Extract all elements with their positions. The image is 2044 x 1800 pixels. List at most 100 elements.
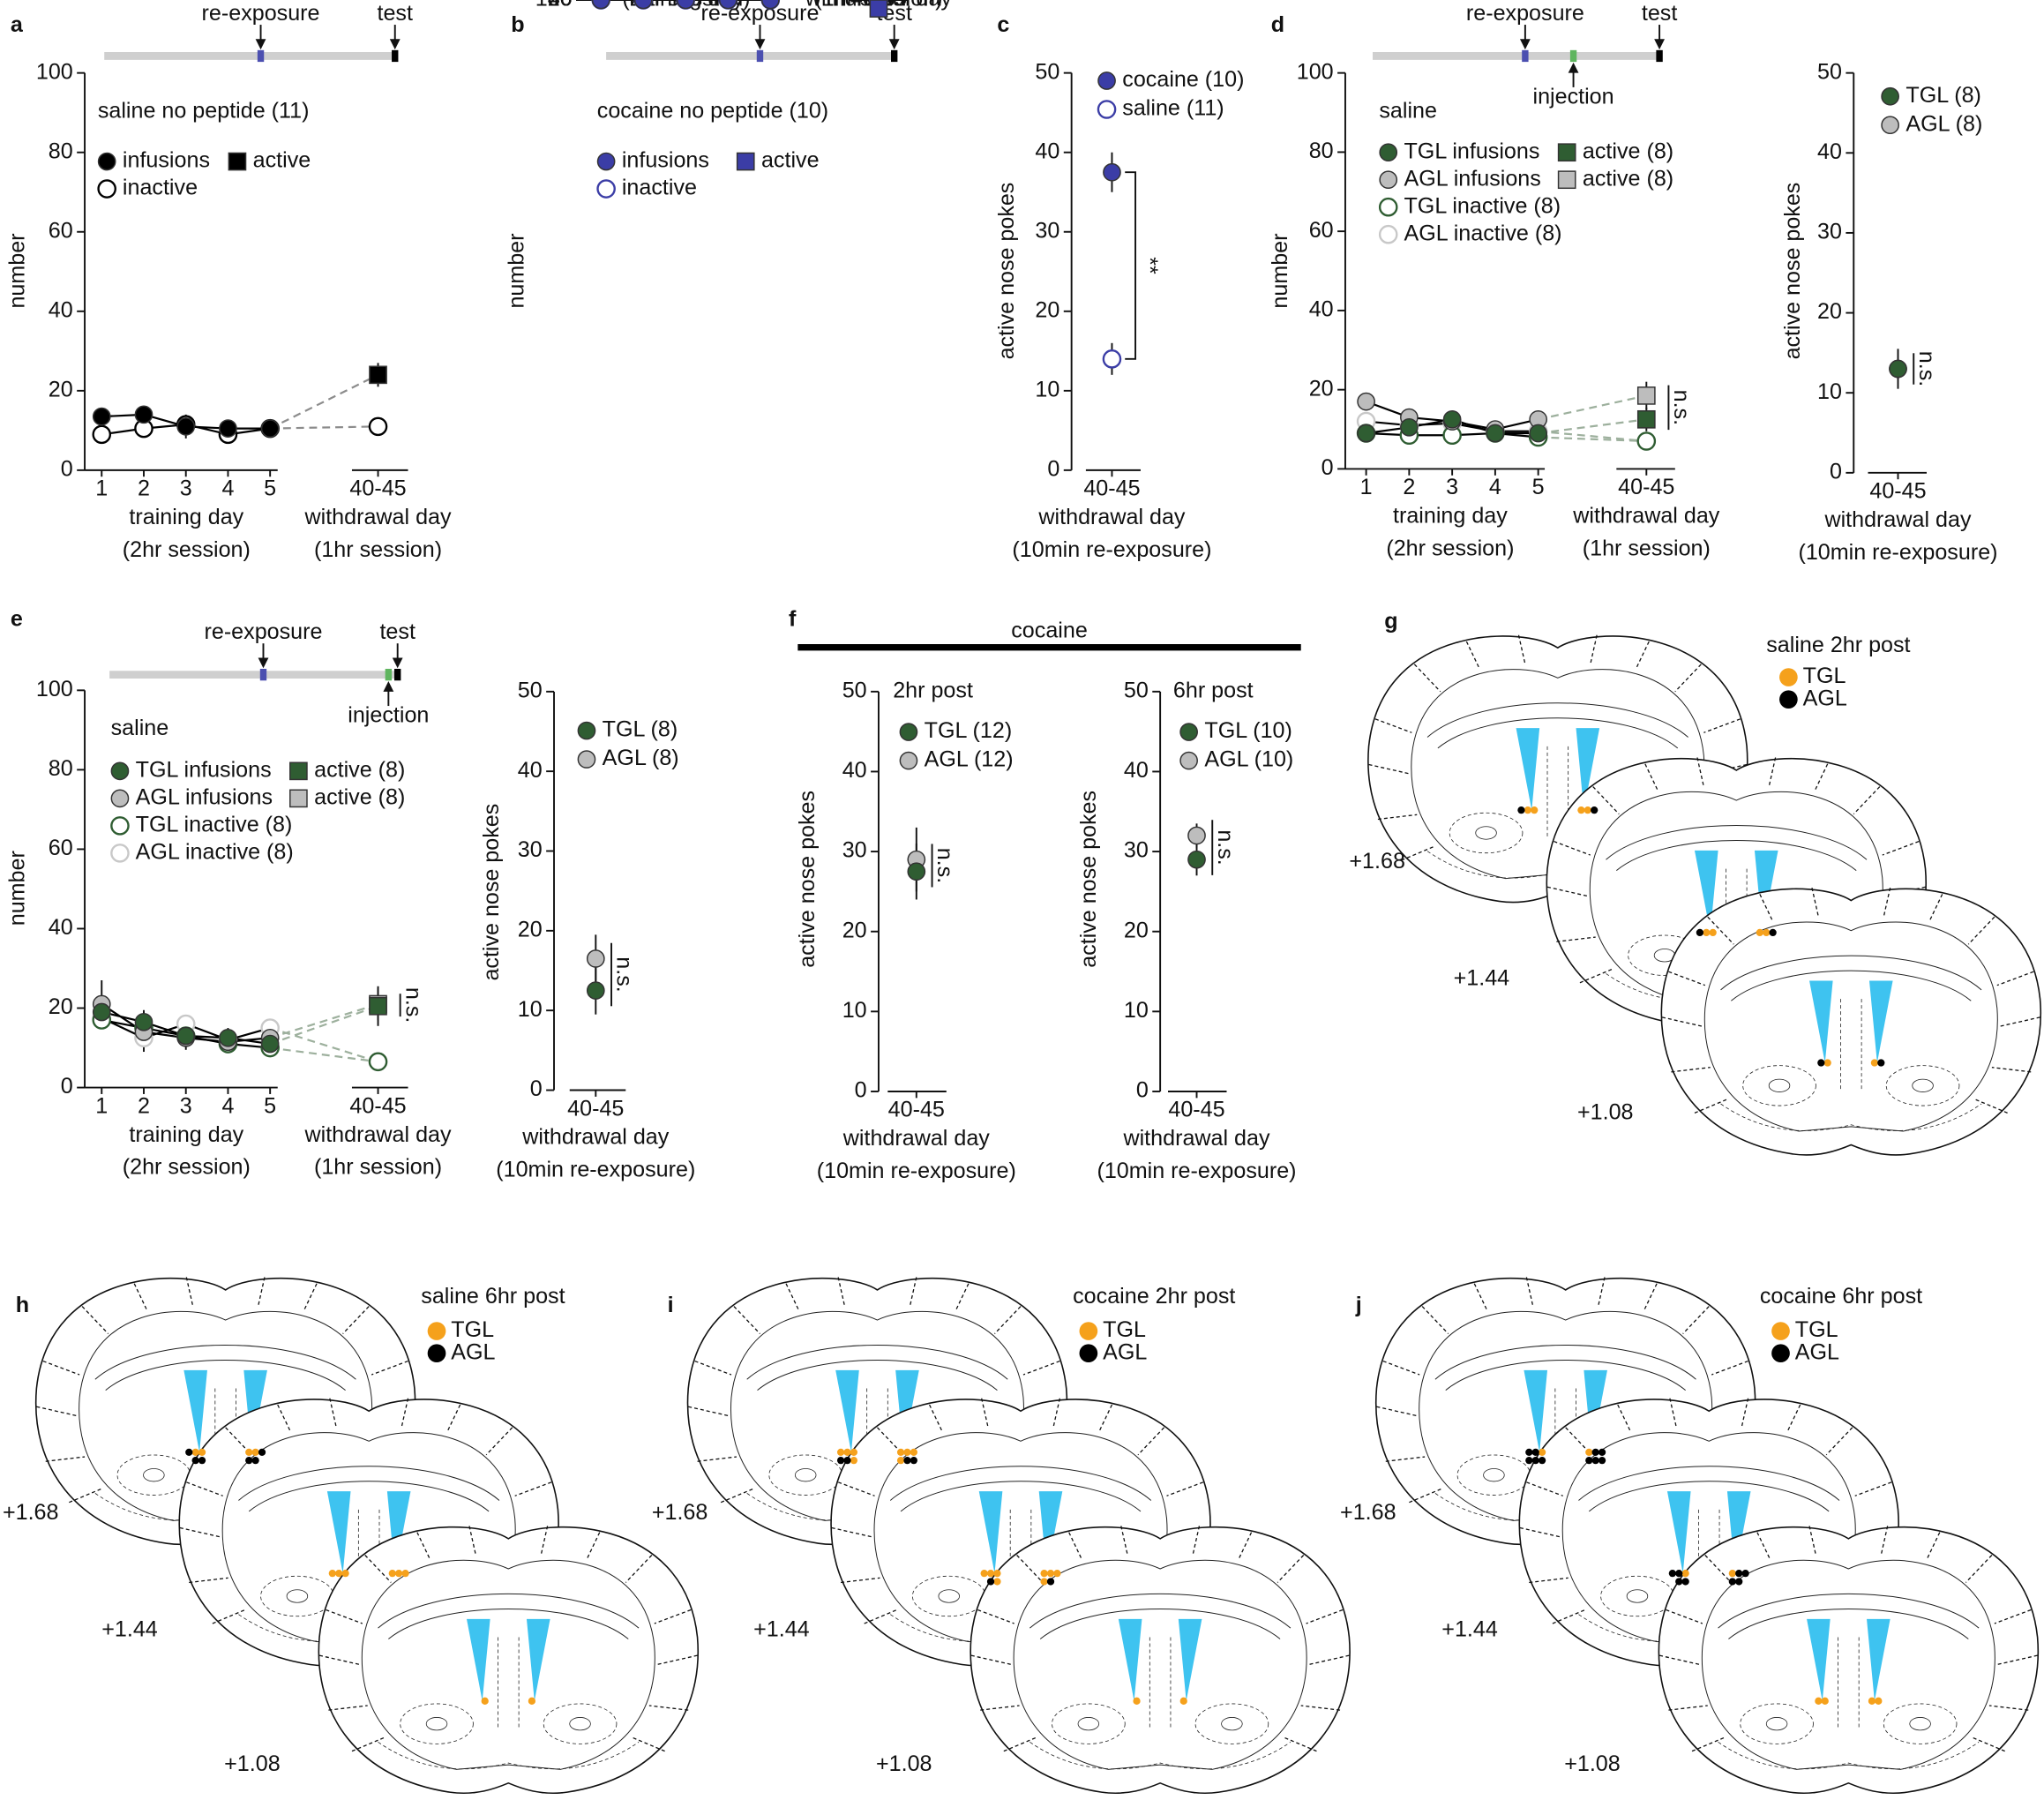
legend-title: cocaine no peptide (10): [597, 99, 828, 124]
legend-marker: [289, 761, 308, 781]
legend-marker: [1779, 668, 1798, 686]
data-point: [586, 949, 605, 968]
cortical-layer: [365, 1555, 392, 1582]
significance-label: n.s.: [932, 848, 957, 883]
ventricle: [1726, 1491, 1751, 1574]
x-tick-label: 2: [1403, 475, 1415, 499]
injection-site: [1756, 928, 1764, 937]
injection-site: [1525, 1448, 1533, 1457]
y-tick-label: 20: [842, 918, 867, 942]
section-label: +1.68: [652, 1500, 708, 1525]
timeline-label: re-exposure: [205, 619, 323, 644]
legend-label: TGL: [451, 1317, 494, 1342]
commissure-region: [1886, 1066, 1959, 1106]
x-axis-label: (2hr session): [123, 1155, 251, 1180]
y-tick-label: 50: [518, 678, 543, 702]
injection-site: [341, 1570, 349, 1578]
injection-site: [1591, 1457, 1599, 1465]
x-axis-label: training day: [1393, 504, 1508, 529]
panel-label: f: [789, 606, 797, 631]
cortical-layer: [1883, 888, 1890, 917]
commissure-region: [1449, 813, 1523, 852]
legend-label: active (8): [1583, 166, 1673, 191]
cortex-boundary: [1704, 922, 1997, 1131]
legend-marker: [1179, 723, 1198, 741]
x-tick-label: 3: [180, 476, 192, 501]
cortical-layer: [1968, 917, 1995, 944]
y-tick-label: 80: [49, 756, 73, 781]
legend-label: TGL: [1103, 1317, 1146, 1342]
ventral-contour: [1029, 1742, 1291, 1768]
cortical-layer: [625, 1555, 652, 1582]
cortical-layer: [982, 1399, 988, 1428]
y-tick-label: 20: [1309, 376, 1334, 401]
injection-site: [850, 1448, 858, 1457]
connector-line: [269, 1005, 378, 1046]
cortical-layer: [1668, 971, 1704, 985]
cortical-layer: [43, 1361, 79, 1375]
injection-site: [388, 1570, 396, 1578]
cortical-layer: [587, 1533, 600, 1560]
cortical-layer: [698, 1457, 737, 1461]
ventricle: [1807, 1618, 1831, 1701]
injection-site: [1053, 1570, 1061, 1578]
corpus-callosum: [95, 1345, 356, 1390]
data-point: [260, 419, 280, 438]
cortical-layer: [1668, 1706, 1707, 1710]
legend-marker: [1779, 690, 1798, 709]
data-point: [176, 1026, 196, 1046]
cortical-layer: [343, 1307, 370, 1334]
cortical-layer: [1927, 1533, 1940, 1560]
legend-label: TGL (10): [1204, 718, 1292, 743]
legend-label: AGL (12): [925, 747, 1014, 772]
connector-line: [1538, 394, 1647, 421]
injection-site: [1763, 928, 1771, 937]
x-tick-label: 40-45: [567, 1096, 624, 1121]
section-outline: [1658, 1527, 2038, 1794]
cortical-layer: [1069, 1533, 1082, 1560]
injection-site: [1741, 1570, 1749, 1578]
data-point: [1636, 409, 1656, 429]
legend-marker: [427, 1344, 446, 1363]
panel-label: j: [1355, 1293, 1362, 1317]
data-point: [1636, 386, 1656, 405]
section-label: +1.44: [101, 1617, 158, 1642]
injection-site: [1577, 806, 1585, 814]
y-tick-label: 80: [49, 139, 73, 163]
panel-label: c: [997, 12, 1009, 37]
cortical-layer: [841, 1578, 880, 1582]
connector-line: [1538, 430, 1647, 443]
x-axis-label: withdrawal day: [1122, 1126, 1270, 1151]
section-label: +1.08: [1577, 1100, 1634, 1125]
cortical-layer: [82, 1307, 109, 1334]
cortical-layer: [515, 1482, 551, 1496]
ventricle: [467, 1618, 490, 1701]
brain-section: [1658, 1526, 2038, 1793]
data-point: [1357, 392, 1375, 411]
anterior-commissure: [1766, 1717, 1787, 1729]
corpus-callosum: [890, 1466, 1151, 1511]
connector-line: [1538, 418, 1647, 435]
timeline-arrowhead: [383, 681, 394, 692]
legend-label: inactive: [123, 176, 198, 200]
data-point: [1357, 424, 1375, 443]
injection-site: [1538, 1457, 1546, 1465]
legend-title: saline no peptide (11): [98, 99, 310, 124]
injection-site: [1531, 1457, 1539, 1465]
timeline-arrowhead: [258, 657, 269, 669]
cortical-layer: [1414, 664, 1441, 692]
x-tick-label: 5: [264, 1093, 276, 1118]
cortical-layer: [1741, 1399, 1748, 1428]
y-tick-label: 40: [49, 915, 73, 940]
ventral-contour: [1721, 1104, 1982, 1130]
data-point: [219, 1028, 237, 1047]
commissure-region: [401, 1704, 474, 1744]
connector-line: [1538, 436, 1647, 443]
x-tick-label: 40-45: [349, 1093, 406, 1118]
x-axis-label: (1hr session): [314, 1155, 442, 1180]
cortical-layer: [1599, 1277, 1605, 1306]
cortical-layer: [1121, 1526, 1127, 1555]
corpus-callosum: [1578, 1466, 1839, 1511]
